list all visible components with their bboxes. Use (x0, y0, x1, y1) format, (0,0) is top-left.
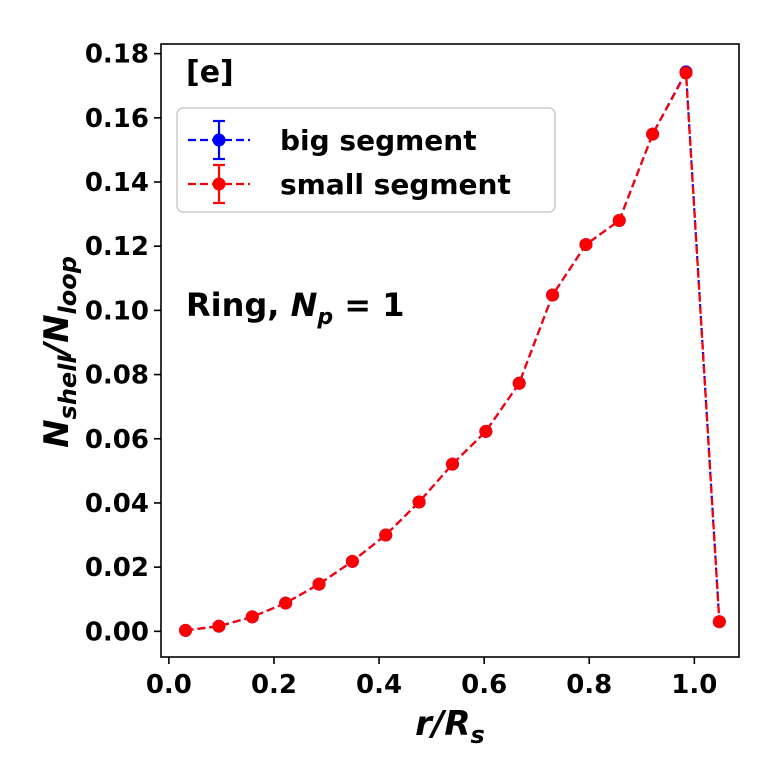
x-tick-label: 0.0 (146, 670, 192, 700)
data-point (245, 610, 259, 624)
data-point (445, 457, 459, 471)
legend: big segment small segment (176, 107, 556, 213)
legend-marker (212, 133, 226, 147)
data-point (212, 619, 226, 633)
data-point (379, 528, 393, 542)
x-axis-label: r/Rs (415, 704, 485, 749)
legend-box (176, 107, 556, 213)
data-point (546, 288, 560, 302)
y-tick-label: 0.10 (85, 296, 149, 326)
data-point (612, 214, 626, 228)
y-tick-label: 0.08 (85, 361, 149, 391)
y-axis-label-sub2: loop (54, 256, 82, 314)
y-tick-label: 0.12 (85, 232, 149, 262)
y-tick-labels: 0.00 0.02 0.04 0.06 0.08 0.10 0.12 0.14 0.16 0.18 (85, 40, 149, 648)
x-axis-label-main: r/R (415, 704, 470, 744)
y-axis-label-sub1: shell (54, 355, 82, 420)
series-line (185, 68, 721, 632)
data-point (646, 127, 660, 141)
x-tick-label: 1.0 (671, 670, 717, 700)
data-point (712, 615, 726, 629)
legend-label: big segment (280, 124, 477, 157)
panel-tag: [e] (186, 55, 234, 90)
y-tick-label: 0.04 (85, 489, 149, 519)
annotation-text: Ring, Np = 1 (186, 286, 404, 330)
annotation-prefix: Ring, (186, 286, 291, 324)
series-layer (179, 65, 726, 637)
x-tick-labels: 0.0 0.2 0.4 0.6 0.8 1.0 (146, 670, 718, 700)
y-tick-label: 0.00 (85, 617, 149, 647)
legend-label: small segment (280, 168, 511, 201)
plot-frame (160, 43, 740, 658)
data-point (412, 495, 426, 509)
annotation-var: N (291, 286, 318, 324)
x-tick-label: 0.2 (251, 670, 297, 700)
x-tick-label: 0.8 (566, 670, 612, 700)
y-axis-label: Nshell/Nloop (37, 256, 82, 448)
y-tick-label: 0.06 (85, 425, 149, 455)
y-axis-label-mid: /N (37, 314, 77, 359)
y-tick-label: 0.14 (85, 168, 149, 198)
legend-item: small segment (188, 163, 511, 205)
x-axis-label-sub: s (471, 721, 485, 749)
y-tick-label: 0.02 (85, 553, 149, 583)
annotation-rest: = 1 (333, 286, 404, 324)
data-point (579, 238, 593, 252)
series-small-segment (179, 66, 726, 637)
y-axis-label-main1: N (37, 419, 77, 447)
y-tick-label: 0.18 (85, 40, 149, 70)
data-point (279, 596, 293, 610)
data-point (512, 376, 526, 390)
data-point (345, 554, 359, 568)
legend-item: big segment (188, 119, 477, 161)
legend-marker (212, 177, 226, 191)
data-point (312, 577, 326, 591)
data-point (179, 623, 193, 637)
tick-marks (154, 52, 696, 664)
data-point (479, 424, 493, 438)
x-tick-label: 0.6 (461, 670, 507, 700)
data-point (679, 66, 693, 80)
annotation-sub: p (316, 305, 333, 330)
x-tick-label: 0.4 (356, 670, 402, 700)
y-tick-label: 0.16 (85, 104, 149, 134)
